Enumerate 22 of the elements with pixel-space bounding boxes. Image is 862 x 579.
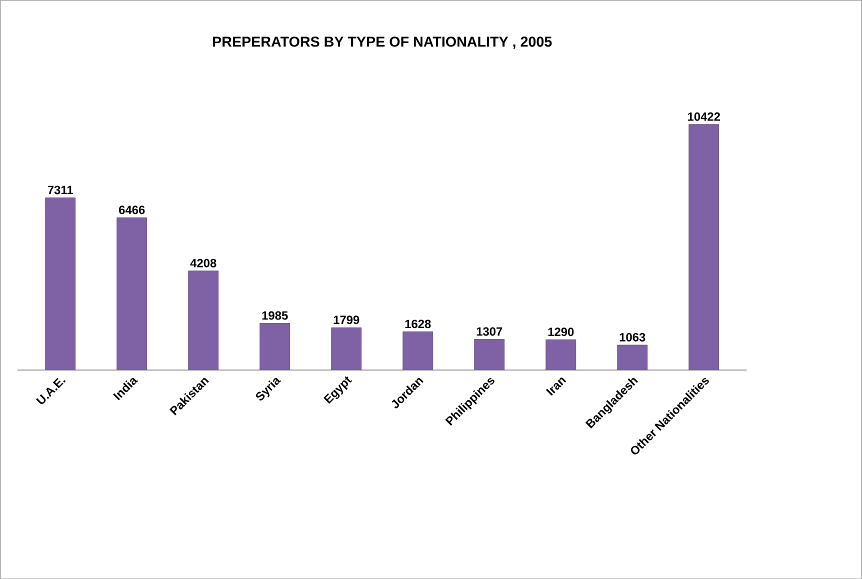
bar	[546, 339, 576, 370]
chart-title: PREPERATORS BY TYPE OF NATIONALITY , 2005	[213, 36, 552, 49]
bar	[45, 197, 76, 370]
bar	[617, 344, 648, 370]
data-label: 1290	[548, 328, 574, 336]
data-label: 1985	[262, 311, 288, 320]
data-label: 1307	[476, 327, 502, 336]
data-label: 6466	[119, 206, 145, 214]
data-label: 1063	[620, 332, 646, 342]
data-label: 10422	[688, 112, 720, 121]
bar	[331, 327, 362, 370]
data-label: 1799	[334, 316, 360, 324]
data-label: 1628	[405, 320, 431, 328]
bar	[402, 331, 434, 370]
data-label: 4208	[190, 258, 216, 268]
data-label: 7311	[48, 186, 73, 194]
bar	[688, 124, 720, 370]
bar	[260, 322, 290, 370]
bar	[188, 270, 219, 370]
bar	[116, 217, 148, 370]
bar	[474, 338, 505, 370]
x-tick-label: Iran	[546, 378, 566, 396]
